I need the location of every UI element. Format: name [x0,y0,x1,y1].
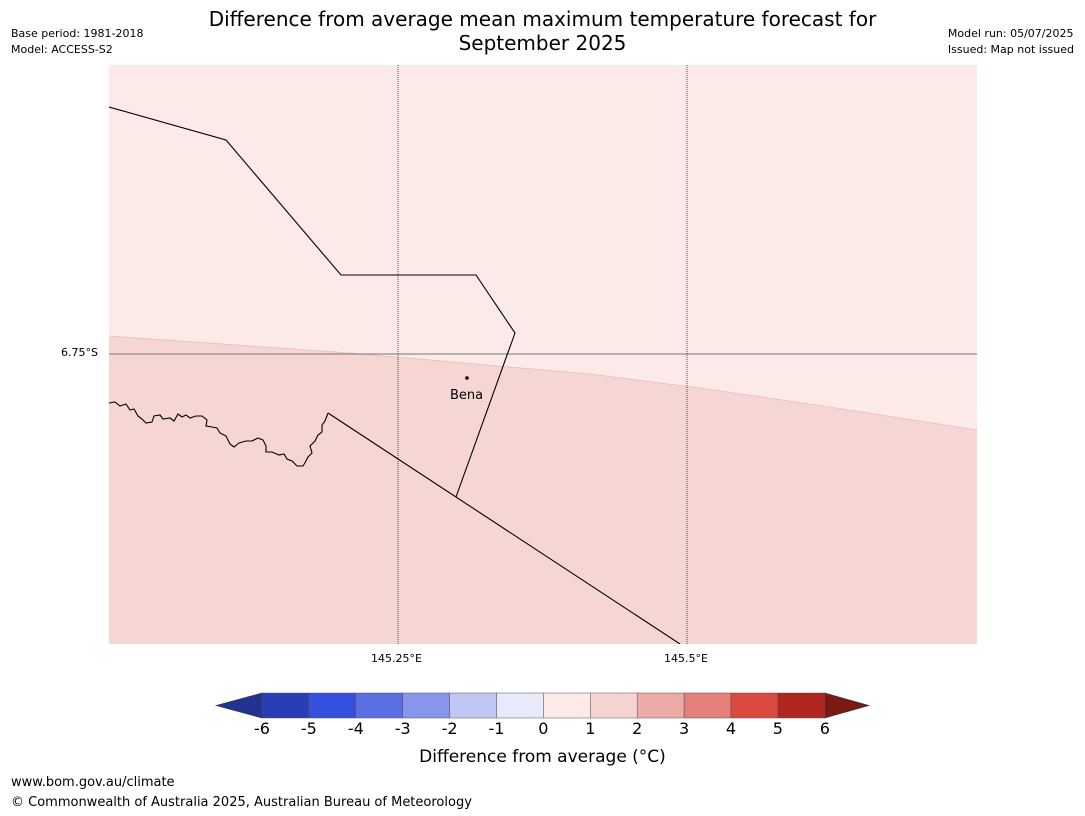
colorbar-segment [777,692,826,719]
colorbar-segment [683,692,732,719]
map-title: Difference from average mean maximum tem… [208,7,877,55]
latitude-label: 6.75°S [61,346,98,359]
colorbar-tick-label: 5 [772,719,783,738]
colorbar [214,692,871,719]
colorbar-tick-label: -3 [394,719,411,738]
colorbar-tick-label: -2 [441,719,458,738]
colorbar-tick-label: -1 [488,719,505,738]
colorbar-segment [636,692,685,719]
colorbar-extend-low [214,692,263,719]
colorbar-tick-label: 3 [679,719,690,738]
region-one-to-two [109,336,977,644]
issued-status: Issued: Map not issued [947,43,1074,56]
colorbar-segment [308,692,357,719]
place-marker-bena [465,376,469,380]
footer-copyright: © Commonwealth of Australia 2025, Austra… [11,795,472,810]
model-name: Model: ACCESS-S2 [11,43,113,56]
footer-url[interactable]: www.bom.gov.au/climate [11,775,175,790]
model-run: Model run: 05/07/2025 [947,27,1074,40]
colorbar-segment [449,692,497,719]
place-label-bena: Bena [450,388,484,403]
coastline [109,401,329,467]
colorbar-tick-label: -4 [347,719,364,738]
header-meta-right: Model run: 05/07/2025 Issued: Map not is… [948,26,1074,58]
colorbar-segment [355,692,403,719]
colorbar-segment [261,692,310,719]
province-boundary [327,412,681,644]
colorbar-tick-label: -5 [300,719,317,738]
contour-line [109,335,977,431]
colorbar-label: Difference from average (°C) [419,747,666,767]
colorbar-segment [402,692,450,719]
colorbar-segment [496,692,544,719]
colorbar-tick-label: 2 [632,719,643,738]
colorbar-segment [730,692,779,719]
colorbar-extend-high [824,692,871,719]
longitude-label: 145.25°E [371,652,422,665]
province-boundary [109,106,516,498]
colorbar-tick-label: 1 [585,719,596,738]
colorbar-tick-label: 4 [725,719,737,738]
header-meta-left: Base period: 1981-2018 Model: ACCESS-S2 [11,26,143,58]
colorbar-tick-label: -6 [254,719,270,738]
colorbar-tick-label: 6 [819,719,830,738]
map-canvas [109,65,977,644]
colorbar-tick-label: 0 [538,719,549,738]
colorbar-segment [543,692,591,719]
colorbar-segment [590,692,638,719]
longitude-label: 145.5°E [664,652,708,665]
base-period: Base period: 1981-2018 [11,27,144,40]
